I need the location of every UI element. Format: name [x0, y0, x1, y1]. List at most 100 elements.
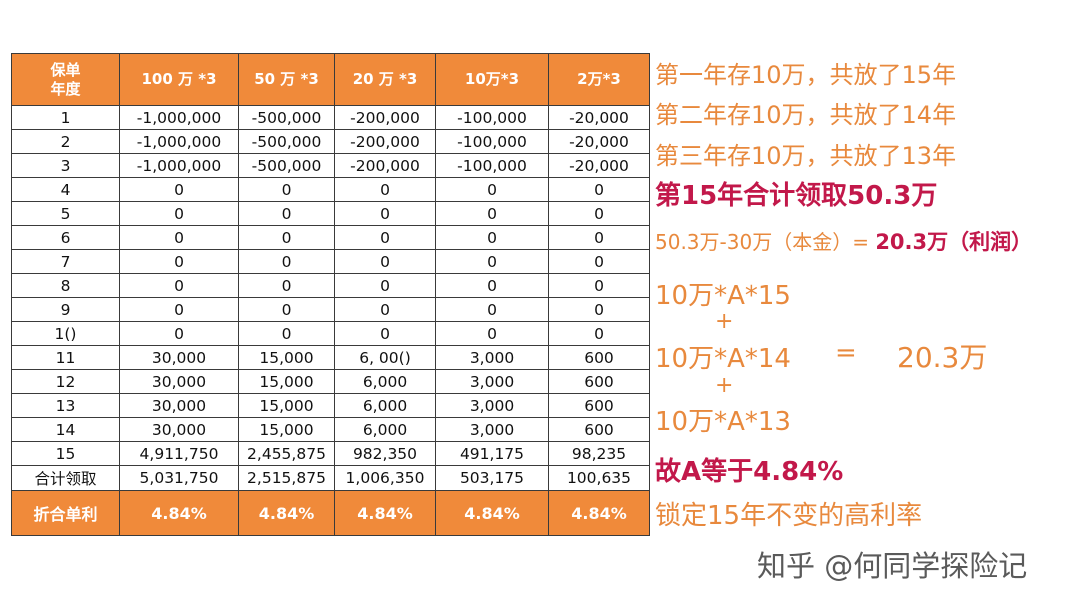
table-row: 14 30,000 15,000 6,000 3,000 600 [11, 417, 650, 442]
amount-cell: 491,175 [435, 441, 549, 466]
amount-cell: 0 [548, 225, 650, 250]
amount-cell: -500,000 [238, 153, 335, 178]
amount-cell: 0 [548, 321, 650, 346]
conclusion-rate: 故A等于4.84% [655, 457, 844, 487]
amount-cell: 0 [238, 201, 335, 226]
amount-cell: 0 [435, 297, 549, 322]
amount-cell: 982,350 [334, 441, 436, 466]
tagline: 锁定15年不变的高利率 [655, 501, 923, 531]
simple-interest-rate: 4.84% [334, 490, 436, 536]
amount-cell: -200,000 [334, 129, 436, 154]
year-cell: 6 [11, 225, 120, 250]
year-cell: 3 [11, 153, 120, 178]
formula-term-3: 10万*A*13 [655, 407, 791, 437]
year-cell: 合计领取 [11, 465, 120, 491]
amount-cell: -500,000 [238, 105, 335, 130]
table-row: 15 4,911,750 2,455,875 982,350 491,175 98,235 [11, 441, 650, 466]
watermark: 知乎 @何同学探险记 [757, 549, 1028, 583]
table-row: 11 30,000 15,000 6, 00() 3,000 600 [11, 345, 650, 370]
amount-cell: 3,000 [435, 393, 549, 418]
table-row: 1() 0 0 0 0 0 [11, 321, 650, 346]
amount-cell: -20,000 [548, 105, 650, 130]
note-year-3: 第三年存10万，共放了13年 [655, 142, 957, 170]
year-cell: 9 [11, 297, 120, 322]
amount-cell: 6, 00() [334, 345, 436, 370]
formula-plus-1: + [715, 309, 734, 334]
amount-cell: 0 [238, 177, 335, 202]
interest-table: 保单 年度 100 万 *3 50 万 *3 20 万 *3 10万*3 2万*3 1 -1,… [11, 53, 650, 536]
amount-cell: 0 [548, 177, 650, 202]
amount-cell: -1,000,000 [119, 105, 239, 130]
amount-cell: -20,000 [548, 153, 650, 178]
amount-cell: -100,000 [435, 129, 549, 154]
formula-term-2: 10万*A*14 [655, 344, 791, 374]
amount-cell: 30,000 [119, 393, 239, 418]
amount-cell: -20,000 [548, 129, 650, 154]
year-cell: 14 [11, 417, 120, 442]
table-header-row: 保单 年度 100 万 *3 50 万 *3 20 万 *3 10万*3 2万*3 [11, 53, 650, 106]
amount-cell: 2,455,875 [238, 441, 335, 466]
amount-cell: 0 [119, 177, 239, 202]
total-row: 合计领取 5,031,750 2,515,875 1,006,350 503,175 10… [11, 465, 650, 491]
header-policy-year: 保单 年度 [11, 53, 120, 106]
amount-cell: -1,000,000 [119, 153, 239, 178]
amount-cell: 0 [548, 201, 650, 226]
table-row: 13 30,000 15,000 6,000 3,000 600 [11, 393, 650, 418]
amount-cell: 0 [334, 249, 436, 274]
year-cell: 13 [11, 393, 120, 418]
amount-cell: 0 [435, 321, 549, 346]
simple-interest-rate: 4.84% [548, 490, 650, 536]
amount-cell: 0 [334, 321, 436, 346]
header-plan-5: 2万*3 [548, 53, 650, 106]
amount-cell: 0 [334, 225, 436, 250]
header-plan-4: 10万*3 [435, 53, 549, 106]
amount-cell: 0 [548, 249, 650, 274]
year-cell: 1() [11, 321, 120, 346]
amount-cell: 0 [334, 177, 436, 202]
amount-cell: 0 [119, 225, 239, 250]
amount-cell: 0 [548, 297, 650, 322]
amount-cell: 600 [548, 393, 650, 418]
amount-cell: 3,000 [435, 417, 549, 442]
amount-cell: -500,000 [238, 129, 335, 154]
amount-cell: -100,000 [435, 105, 549, 130]
amount-cell: 15,000 [238, 393, 335, 418]
amount-cell: 0 [435, 225, 549, 250]
year-cell: 11 [11, 345, 120, 370]
amount-cell: 0 [334, 273, 436, 298]
amount-cell: 0 [119, 321, 239, 346]
amount-cell: 0 [238, 321, 335, 346]
amount-cell: 0 [435, 177, 549, 202]
amount-cell: 0 [334, 201, 436, 226]
amount-cell: -200,000 [334, 153, 436, 178]
amount-cell: 1,006,350 [334, 465, 436, 491]
amount-cell: -100,000 [435, 153, 549, 178]
amount-cell: -200,000 [334, 105, 436, 130]
year-cell: 12 [11, 369, 120, 394]
amount-cell: 503,175 [435, 465, 549, 491]
amount-cell: 98,235 [548, 441, 650, 466]
amount-cell: 3,000 [435, 345, 549, 370]
amount-cell: 0 [119, 273, 239, 298]
amount-cell: 0 [119, 201, 239, 226]
amount-cell: 0 [238, 297, 335, 322]
table-row: 12 30,000 15,000 6,000 3,000 600 [11, 369, 650, 394]
formula-plus-2: + [715, 373, 734, 398]
year-cell: 1 [11, 105, 120, 130]
amount-cell: 6,000 [334, 393, 436, 418]
simple-interest-row: 折合单利 4.84% 4.84% 4.84% 4.84% 4.84% [11, 490, 650, 536]
note-total-received: 第15年合计领取50.3万 [655, 181, 938, 211]
note-year-2: 第二年存10万，共放了14年 [655, 101, 957, 129]
year-cell: 8 [11, 273, 120, 298]
amount-cell: 6,000 [334, 417, 436, 442]
formula-result: 20.3万 [897, 341, 988, 374]
amount-cell: 2,515,875 [238, 465, 335, 491]
amount-cell: -1,000,000 [119, 129, 239, 154]
note-year-1: 第一年存10万，共放了15年 [655, 61, 957, 89]
amount-cell: 0 [435, 249, 549, 274]
amount-cell: 0 [238, 249, 335, 274]
